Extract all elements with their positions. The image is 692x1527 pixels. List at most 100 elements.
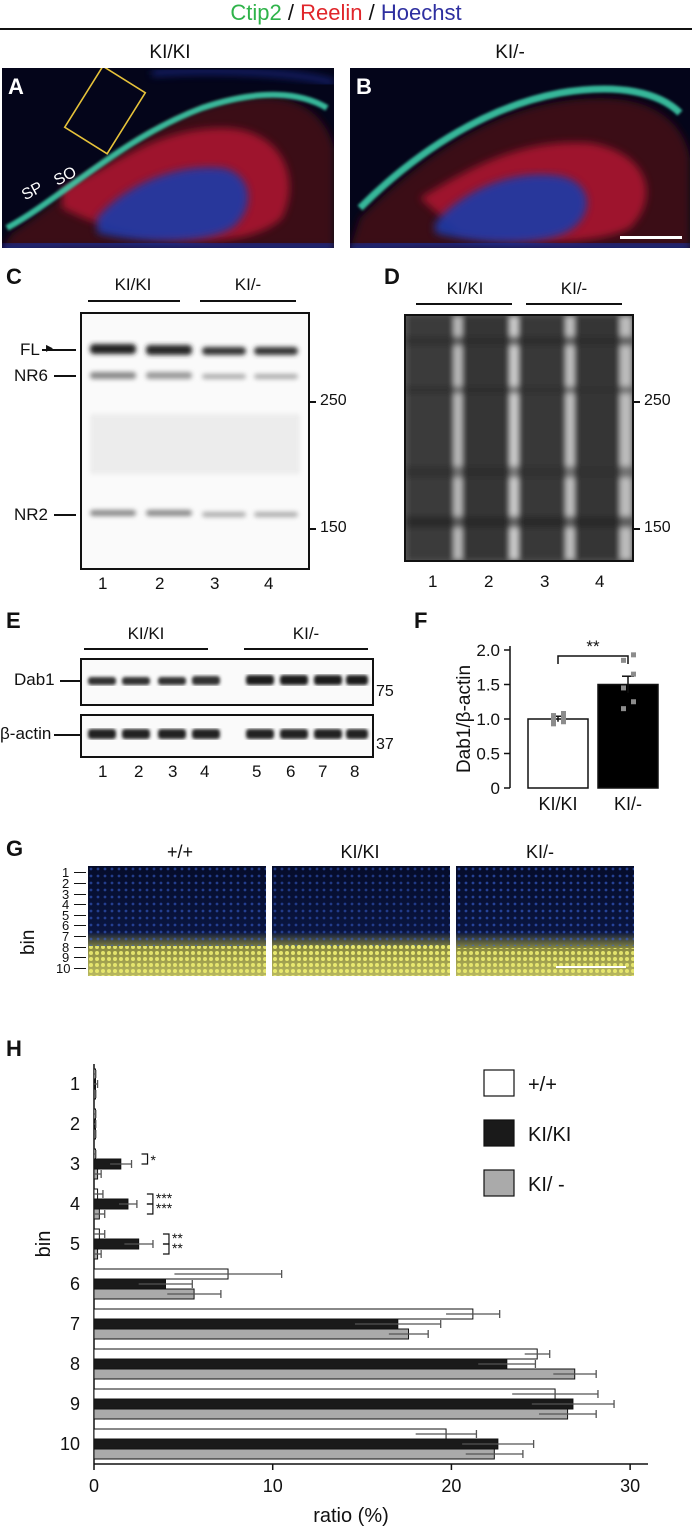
row-label-dab1: Dab1 xyxy=(14,670,55,689)
lane-number: 1 xyxy=(428,572,438,591)
bar xyxy=(93,1348,538,1360)
bin-label: 3 xyxy=(62,886,70,902)
lane-number: 3 xyxy=(168,762,178,781)
group-bracket xyxy=(200,300,296,302)
g-micrograph xyxy=(88,866,266,976)
group-bracket xyxy=(88,300,180,302)
scale-bar xyxy=(556,966,626,968)
group-bracket xyxy=(526,303,622,305)
row-label-actin: β-actin xyxy=(0,724,52,743)
lane-number: 1 xyxy=(98,574,108,593)
mw-tick xyxy=(632,528,640,530)
data-point xyxy=(631,699,636,705)
mw-tick xyxy=(308,528,316,530)
y-tick-label: 5 xyxy=(70,1234,80,1254)
y-tick-label: 3 xyxy=(70,1154,80,1174)
data-point xyxy=(551,713,556,719)
lane-number: 3 xyxy=(210,574,220,593)
data-point xyxy=(621,706,626,712)
bin-tick xyxy=(74,957,86,959)
significance-mark: ** xyxy=(172,1240,183,1256)
bar xyxy=(93,1358,508,1370)
panel-a-micrograph: A SO SP xyxy=(2,68,334,248)
blot-e-dab1 xyxy=(80,658,374,706)
data-point xyxy=(561,710,566,716)
y-tick-label: 9 xyxy=(70,1394,80,1414)
panel-letter: B xyxy=(356,74,372,99)
bar xyxy=(597,683,659,789)
significance-bracket xyxy=(162,1243,170,1255)
legend-label: +/+ xyxy=(528,1074,557,1096)
panel-letter: H xyxy=(6,1036,22,1061)
x-tick-label: 30 xyxy=(620,1476,640,1496)
stain-hoechst: Hoechst xyxy=(380,0,462,25)
panel-letter: F xyxy=(414,608,427,633)
y-tick-label: 10 xyxy=(60,1434,80,1454)
scale-bar xyxy=(620,236,682,239)
bin-label: 6 xyxy=(62,918,70,934)
x-tick-label: KI/KI xyxy=(538,794,577,814)
blot-e-actin xyxy=(80,714,374,758)
g-title: KI/- xyxy=(525,842,554,862)
group-bracket xyxy=(416,303,512,305)
roi-box xyxy=(63,68,147,155)
x-axis-label: ratio (%) xyxy=(313,1505,389,1526)
y-axis-label: Dab1/β-actin xyxy=(454,665,475,773)
mw-150: 150 xyxy=(320,519,347,536)
lane-number: 2 xyxy=(134,762,144,781)
group-label: KI/KI xyxy=(446,279,484,298)
lane-number: 3 xyxy=(540,572,550,591)
bin-label: 2 xyxy=(62,875,70,891)
bin-tick xyxy=(74,872,86,874)
significance-bracket xyxy=(141,1153,149,1165)
y-tick-label: 2.0 xyxy=(476,641,500,660)
bin-tick xyxy=(74,946,86,948)
panel-b-micrograph: B xyxy=(350,68,690,248)
band-label-nr2: NR2 xyxy=(14,505,49,524)
significance-mark: * xyxy=(151,1152,157,1168)
blot-d-frame xyxy=(404,314,634,562)
group-label: KI/KI xyxy=(114,275,152,294)
y-tick-label: 6 xyxy=(70,1274,80,1294)
data-point xyxy=(621,657,626,663)
band-label-fl: FL xyxy=(20,340,40,359)
panel-letter: A xyxy=(8,74,24,99)
g-micrograph xyxy=(272,866,450,976)
lane-number: 4 xyxy=(264,574,274,593)
g-micrograph xyxy=(456,866,634,976)
data-point xyxy=(551,721,556,727)
y-tick-label: 1.0 xyxy=(476,710,500,729)
bar xyxy=(93,1318,399,1330)
bin-label: 4 xyxy=(62,897,70,913)
data-point xyxy=(551,716,556,722)
significance-mark: *** xyxy=(156,1190,173,1206)
significance-mark: *** xyxy=(156,1200,173,1216)
bar xyxy=(93,1308,474,1320)
mw-tick xyxy=(632,401,640,403)
bin-axis-label: bin xyxy=(18,929,39,955)
significance-mark: ** xyxy=(172,1230,183,1246)
bin-label: 9 xyxy=(62,950,70,966)
group-label: KI/- xyxy=(560,279,588,298)
lane-number: 2 xyxy=(155,574,165,593)
significance-bracket xyxy=(146,1193,154,1205)
significance-bracket xyxy=(557,655,629,664)
significance-bracket xyxy=(162,1233,170,1245)
band-label-nr6: NR6 xyxy=(14,366,49,385)
arrow-line xyxy=(54,375,76,377)
y-tick-label: 1 xyxy=(70,1074,80,1094)
bin-label: 10 xyxy=(56,960,71,976)
mw-250: 250 xyxy=(320,392,347,409)
arrow-line xyxy=(42,349,76,351)
bin-label: 8 xyxy=(62,939,70,955)
data-point xyxy=(621,685,626,691)
separator: / xyxy=(362,0,381,25)
legend-label: KI/ - xyxy=(528,1174,565,1196)
group-bracket xyxy=(244,648,368,650)
arrow-icon: ▸ xyxy=(46,339,54,355)
group-bracket xyxy=(84,648,208,650)
panel-letter: G xyxy=(6,836,24,861)
lane-number: 6 xyxy=(286,762,296,781)
x-tick-label: 10 xyxy=(263,1476,283,1496)
